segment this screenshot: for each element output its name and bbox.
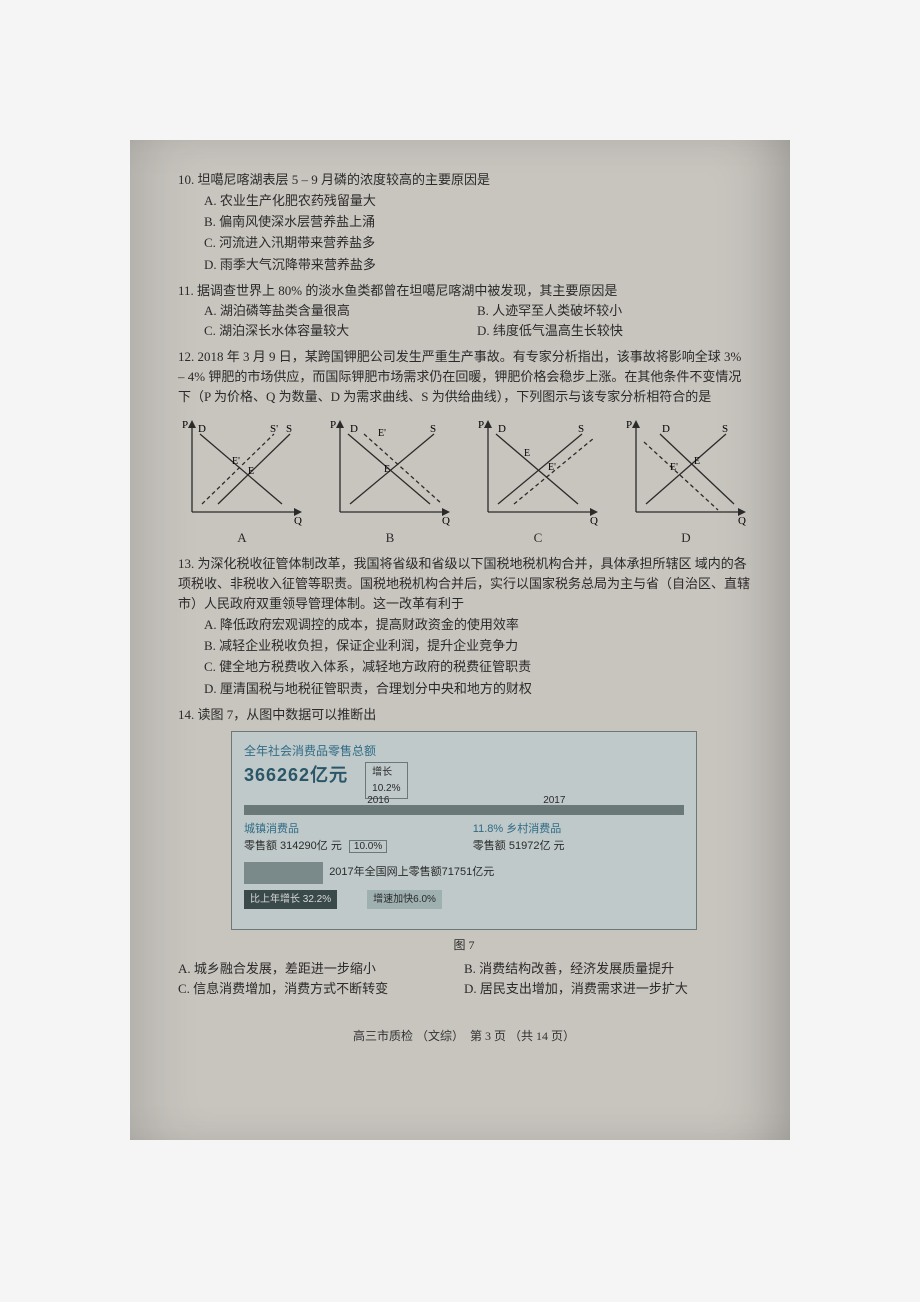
figure-caption: 图 7 bbox=[178, 936, 750, 955]
q12-label-a: A bbox=[178, 528, 306, 548]
q10-opt-c: C. 河流进入汛期带来营养盐多 bbox=[204, 233, 750, 253]
infographic: 全年社会消费品零售总额 366262亿元 增长 10.2% 2016 2017 … bbox=[231, 731, 697, 930]
q12-chart-c: P Q D S E E' C bbox=[474, 416, 602, 548]
svg-text:S: S bbox=[722, 423, 728, 435]
svg-text:S: S bbox=[578, 423, 584, 435]
q10-opt-a: A. 农业生产化肥农药残留量大 bbox=[204, 191, 750, 211]
info-title: 全年社会消费品零售总额 bbox=[244, 742, 684, 761]
q11-opt-a: A. 湖泊磷等盐类含量很高 bbox=[204, 301, 477, 321]
svg-text:D: D bbox=[350, 423, 358, 435]
q14-number: 14. bbox=[178, 707, 194, 722]
q12-label-c: C bbox=[474, 528, 602, 548]
info-yoy-row: 比上年增长 32.2% 增速加快6.0% bbox=[244, 890, 684, 910]
q11-opt-b: B. 人迹罕至人类破坏较小 bbox=[477, 301, 750, 321]
q10-opt-d: D. 雨季大气沉降带来营养盐多 bbox=[204, 255, 750, 275]
info-year-bar: 2016 2017 bbox=[244, 805, 684, 815]
rural-label: 乡村消费品 bbox=[506, 823, 561, 835]
truck-icon bbox=[244, 862, 323, 884]
svg-text:E': E' bbox=[548, 462, 556, 473]
info-total: 366262亿元 bbox=[244, 765, 348, 785]
question-14: 14. 读图 7，从图中数据可以推断出 全年社会消费品零售总额 366262亿元… bbox=[178, 705, 750, 999]
speed-label: 增速加快6.0% bbox=[367, 890, 442, 910]
question-13: 13. 为深化税收征管体制改革，我国将省级和省级以下国税地税机构合并，具体承担所… bbox=[178, 554, 750, 699]
rural-value: 零售额 51972亿 元 bbox=[473, 840, 565, 852]
info-urban-rural-row: 城镇消费品 零售额 314290亿 元 10.0% 11.8% 乡村消费品 零售… bbox=[244, 821, 684, 855]
svg-text:Q: Q bbox=[590, 515, 598, 526]
page-footer: 高三市质检 （文综） 第 3 页 （共 14 页） bbox=[178, 1027, 750, 1046]
q14-opt-d: D. 居民支出增加，消费需求进一步扩大 bbox=[464, 979, 750, 999]
q12-chart-d: P Q D S E' E D bbox=[622, 416, 750, 548]
urban-label: 城镇消费品 bbox=[244, 821, 473, 838]
q14-opt-c: C. 信息消费增加，消费方式不断转变 bbox=[178, 979, 464, 999]
info-online-row: 2017年全国网上零售额71751亿元 bbox=[244, 862, 684, 884]
exam-page: 10. 坦噶尼喀湖表层 5 – 9 月磷的浓度较高的主要原因是 A. 农业生产化… bbox=[130, 140, 790, 1140]
q10-number: 10. bbox=[178, 172, 194, 187]
urban-value: 零售额 314290亿 元 bbox=[244, 840, 342, 852]
svg-text:P: P bbox=[330, 419, 336, 431]
q11-number: 11. bbox=[178, 283, 194, 298]
svg-text:E': E' bbox=[232, 456, 240, 467]
svg-text:Q: Q bbox=[738, 515, 746, 526]
q13-options: A. 降低政府宏观调控的成本，提高财政资金的使用效率 B. 减轻企业税收负担，保… bbox=[178, 615, 750, 699]
q13-opt-a: A. 降低政府宏观调控的成本，提高财政资金的使用效率 bbox=[204, 615, 750, 635]
chart-d-svg: P Q D S E' E bbox=[622, 416, 750, 526]
question-11: 11. 据调查世界上 80% 的淡水鱼类都曾在坦噶尼喀湖中被发现，其主要原因是 … bbox=[178, 281, 750, 341]
axis-p: P bbox=[182, 419, 188, 431]
q12-chart-b: P Q D S E' E B bbox=[326, 416, 454, 548]
online-label: 2017年全国网上零售额71751亿元 bbox=[329, 864, 494, 881]
chart-c-svg: P Q D S E E' bbox=[474, 416, 602, 526]
svg-text:S: S bbox=[430, 423, 436, 435]
q14-opt-b: B. 消费结构改善，经济发展质量提升 bbox=[464, 959, 750, 979]
q13-opt-d: D. 厘清国税与地税征管职责，合理划分中央和地方的财权 bbox=[204, 679, 750, 699]
q11-opt-d: D. 纬度低气温高生长较快 bbox=[477, 321, 750, 341]
svg-text:D: D bbox=[498, 423, 506, 435]
svg-text:P: P bbox=[626, 419, 632, 431]
chart-a-svg: P Q D S S' E E' bbox=[178, 416, 306, 526]
q13-opt-c: C. 健全地方税费收入体系，减轻地方政府的税费征管职责 bbox=[204, 657, 750, 677]
q10-stem: 坦噶尼喀湖表层 5 – 9 月磷的浓度较高的主要原因是 bbox=[198, 172, 491, 187]
q12-label-d: D bbox=[622, 528, 750, 548]
svg-text:D: D bbox=[662, 423, 670, 435]
svg-text:E: E bbox=[384, 464, 390, 475]
q10-options: A. 农业生产化肥农药残留量大 B. 偏南风使深水层营养盐上涌 C. 河流进入汛… bbox=[178, 191, 750, 275]
chart-b-svg: P Q D S E' E bbox=[326, 416, 454, 526]
q13-opt-b: B. 减轻企业税收负担，保证企业利润，提升企业竞争力 bbox=[204, 636, 750, 656]
svg-text:P: P bbox=[478, 419, 484, 431]
svg-text:E: E bbox=[524, 448, 530, 459]
svg-text:E: E bbox=[694, 456, 700, 467]
svg-text:Q: Q bbox=[442, 515, 450, 526]
q12-chart-a: P Q D S S' E E' A bbox=[178, 416, 306, 548]
question-12: 12. 2018 年 3 月 9 日，某跨国钾肥公司发生严重生产事故。有专家分析… bbox=[178, 347, 750, 548]
q11-options: A. 湖泊磷等盐类含量很高 B. 人迹罕至人类破坏较小 C. 湖泊深长水体容量较… bbox=[178, 301, 750, 341]
q11-stem: 据调查世界上 80% 的淡水鱼类都曾在坦噶尼喀湖中被发现，其主要原因是 bbox=[197, 283, 617, 298]
svg-text:E: E bbox=[248, 466, 254, 477]
svg-text:E': E' bbox=[378, 428, 386, 439]
q14-stem: 读图 7，从图中数据可以推断出 bbox=[198, 707, 377, 722]
q12-charts: P Q D S S' E E' A bbox=[178, 416, 750, 548]
q12-stem: 2018 年 3 月 9 日，某跨国钾肥公司发生严重生产事故。有专家分析指出，该… bbox=[178, 349, 741, 404]
q14-options: A. 城乡融合发展，差距进一步缩小 B. 消费结构改善，经济发展质量提升 C. … bbox=[178, 959, 750, 999]
axis-q: Q bbox=[294, 515, 302, 526]
q10-opt-b: B. 偏南风使深水层营养盐上涌 bbox=[204, 212, 750, 232]
q12-number: 12. bbox=[178, 349, 194, 364]
svg-text:S': S' bbox=[270, 423, 278, 435]
urban-grow: 10.0% bbox=[349, 840, 387, 853]
rural-grow: 11.8% bbox=[473, 823, 503, 835]
q11-opt-c: C. 湖泊深长水体容量较大 bbox=[204, 321, 477, 341]
q13-number: 13. bbox=[178, 556, 194, 571]
svg-text:S: S bbox=[286, 423, 292, 435]
svg-text:D: D bbox=[198, 423, 206, 435]
svg-text:E': E' bbox=[670, 462, 678, 473]
q14-opt-a: A. 城乡融合发展，差距进一步缩小 bbox=[178, 959, 464, 979]
yoy-label: 比上年增长 32.2% bbox=[244, 890, 337, 910]
question-10: 10. 坦噶尼喀湖表层 5 – 9 月磷的浓度较高的主要原因是 A. 农业生产化… bbox=[178, 170, 750, 275]
q13-stem: 为深化税收征管体制改革，我国将省级和省级以下国税地税机构合并，具体承担所辖区 域… bbox=[178, 556, 750, 611]
q12-label-b: B bbox=[326, 528, 454, 548]
